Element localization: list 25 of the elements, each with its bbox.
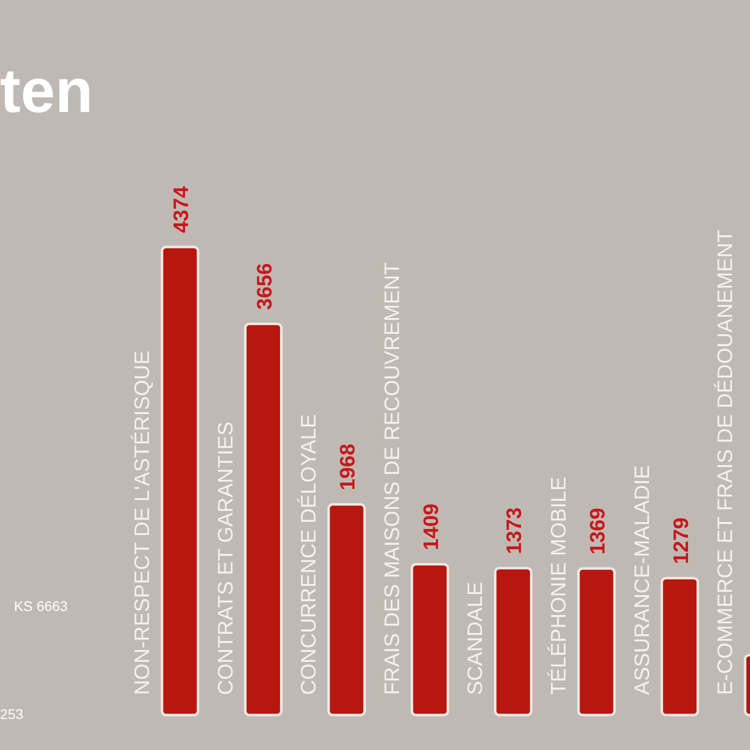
bar [577, 567, 616, 716]
text: KS 6663 [14, 598, 68, 614]
bar [410, 562, 450, 716]
data-label: 4374 [170, 186, 193, 233]
bar [244, 322, 283, 716]
bar [660, 576, 700, 716]
x-tick-label: NON-RESPECT DE L'ASTÉRISQUE [130, 350, 154, 695]
x-tick-label: SCANDALE [464, 582, 488, 695]
data-label: 1369 [586, 508, 610, 555]
data-label: 3656 [253, 263, 276, 310]
data-label: 1373 [503, 507, 526, 554]
data-label: 1968 [336, 443, 360, 490]
x-tick-label: TÉLÉPHONIE MOBILE [546, 476, 570, 695]
x-tick-label: E-COMMERCE ET FRAIS DE DÉDOUANEMENT [713, 230, 738, 695]
x-tick-label: FRAIS DES MAISONS DE RECOUVREMENT [380, 262, 404, 695]
x-tick-label: CONCURRENCE DÉLOYALE [296, 414, 321, 695]
x-tick-label: CONTRATS ET GARANTIES [214, 422, 238, 695]
bar [160, 246, 200, 716]
bar [327, 503, 366, 716]
data-label: 1409 [420, 504, 443, 550]
x-tick-label: ASSURANCE-MALADIE [630, 465, 654, 695]
data-label: 1279 [670, 517, 693, 564]
text: 253 [0, 706, 24, 722]
text: ten [0, 57, 93, 126]
bar [494, 566, 532, 716]
